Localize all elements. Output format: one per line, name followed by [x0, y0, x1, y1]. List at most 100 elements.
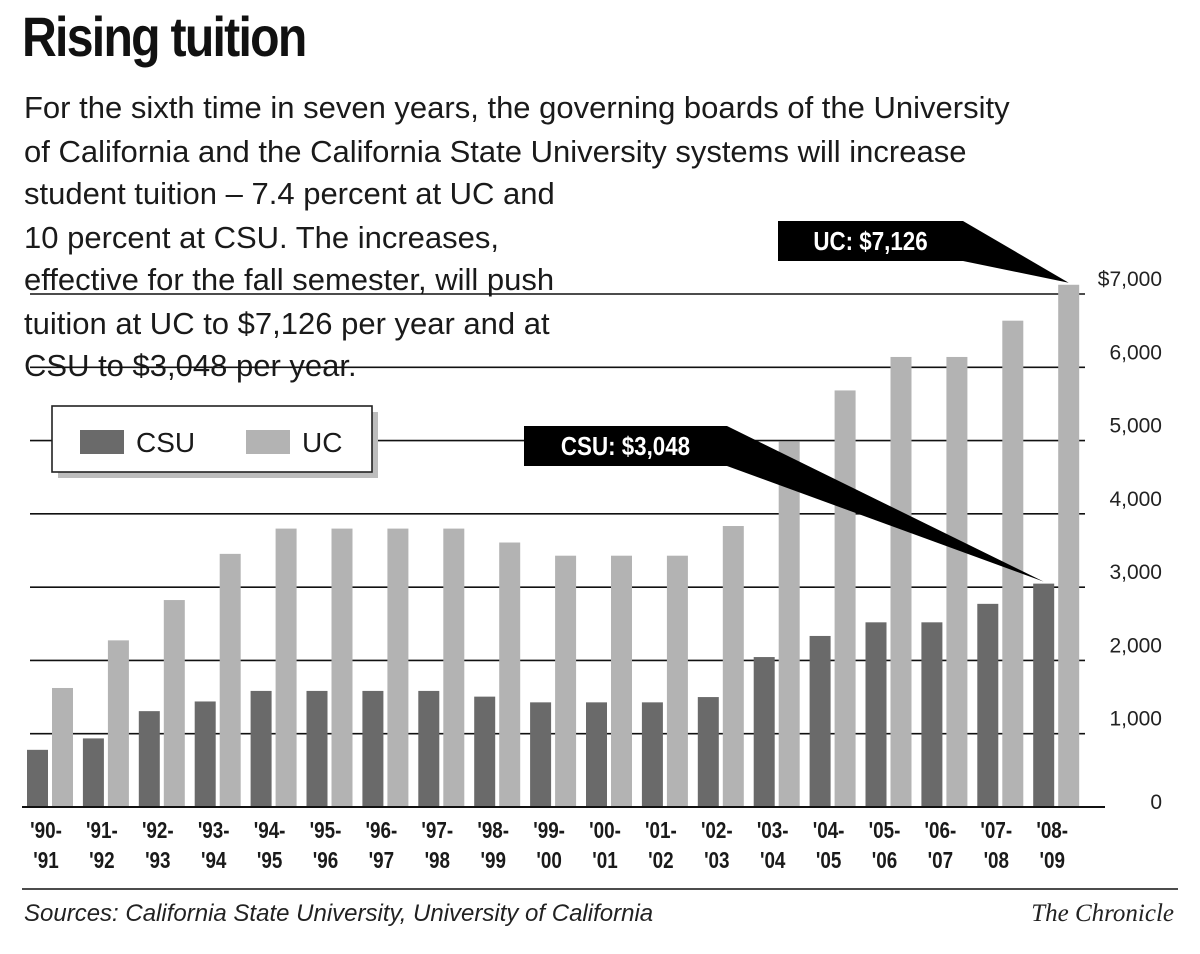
bar-csu — [977, 603, 999, 807]
bar-csu — [27, 749, 48, 807]
x-tick-label: '92 — [89, 848, 114, 873]
x-tick-label: '91 — [33, 848, 59, 873]
callout-leader — [727, 426, 1044, 582]
intro-line: effective for the fall semester, will pu… — [24, 262, 555, 297]
x-tick-label: '02- — [701, 818, 733, 843]
x-tick-label: '99- — [533, 818, 565, 843]
bar-csu — [194, 701, 216, 807]
x-tick-label: '96 — [313, 848, 338, 873]
bar-uc — [611, 555, 632, 807]
callout-box — [524, 426, 727, 466]
x-tick-label: '98 — [425, 848, 451, 873]
callout-box — [778, 221, 963, 261]
bar-csu — [1033, 583, 1055, 807]
x-tick-label: '07- — [980, 818, 1012, 843]
x-tick-label: '04 — [760, 848, 786, 873]
chart-title: Rising tuition — [22, 5, 307, 68]
x-tick-label: '94- — [254, 818, 286, 843]
x-tick-label: '03 — [704, 848, 729, 873]
bar-csu — [138, 711, 160, 807]
x-tick-label: '03- — [757, 818, 789, 843]
bar-csu — [474, 696, 496, 807]
bar-csu — [697, 697, 719, 807]
y-tick-label: 1,000 — [1109, 708, 1162, 731]
bar-uc — [163, 600, 185, 807]
x-tick-label: '96- — [366, 818, 398, 843]
callout-label: UC: $7,126 — [813, 227, 927, 256]
bar-csu — [586, 702, 607, 807]
x-tick-label: '92- — [142, 818, 174, 843]
bar-csu — [641, 702, 663, 807]
publisher-credit: The Chronicle — [1031, 900, 1174, 927]
bar-uc — [275, 528, 297, 807]
bar-uc — [1058, 284, 1080, 807]
bar-uc — [666, 555, 688, 807]
bar-uc — [219, 553, 241, 807]
bar-csu — [921, 622, 943, 807]
x-tick-label: '00 — [536, 848, 561, 873]
x-tick-label: '97- — [421, 818, 453, 843]
x-tick-label: '06 — [872, 848, 897, 873]
x-tick-label: '98- — [477, 818, 509, 843]
x-tick-label: '06- — [925, 818, 957, 843]
x-tick-label: '93- — [198, 818, 230, 843]
bar-csu — [809, 635, 831, 807]
bar-csu — [362, 690, 384, 807]
x-tick-label: '99 — [480, 848, 505, 873]
sources-note: Sources: California State University, Un… — [24, 900, 654, 927]
y-tick-label: 6,000 — [1109, 341, 1162, 364]
bar-uc — [778, 441, 800, 807]
legend-swatch-uc — [246, 430, 290, 454]
legend-label-uc: UC — [302, 427, 342, 458]
bar-uc — [387, 528, 409, 807]
x-tick-label: '05 — [816, 848, 842, 873]
bar-uc — [890, 356, 912, 807]
intro-line: 10 percent at CSU. The increases, — [24, 220, 500, 255]
bar-uc — [722, 526, 744, 807]
intro-line: of California and the California State U… — [24, 134, 967, 169]
x-tick-label: '93 — [145, 848, 170, 873]
bar-uc — [499, 542, 521, 807]
y-tick-label: 0 — [1150, 791, 1162, 814]
bar-csu — [306, 690, 328, 807]
bar-csu — [250, 690, 272, 807]
x-tick-label: '08- — [1036, 818, 1068, 843]
x-tick-label: '01- — [645, 818, 677, 843]
legend-swatch-csu — [80, 430, 124, 454]
bar-uc — [331, 528, 353, 807]
y-tick-label: $7,000 — [1098, 268, 1162, 291]
intro-line: student tuition – 7.4 percent at UC and — [24, 176, 555, 211]
x-tick-label: '08 — [984, 848, 1010, 873]
x-tick-label: '02 — [648, 848, 673, 873]
bar-uc — [52, 687, 73, 807]
bar-uc — [946, 356, 968, 807]
y-tick-label: 4,000 — [1109, 488, 1162, 511]
y-tick-label: 3,000 — [1109, 561, 1162, 584]
bar-uc — [1002, 320, 1024, 807]
x-tick-label: '09 — [1039, 848, 1064, 873]
bar-csu — [82, 738, 104, 807]
intro-line: For the sixth time in seven years, the g… — [24, 90, 1010, 125]
y-tick-label: 2,000 — [1109, 634, 1162, 657]
bar-uc — [107, 640, 129, 807]
x-tick-label: '00- — [589, 818, 621, 843]
bar-csu — [530, 702, 552, 807]
x-tick-label: '97 — [369, 848, 394, 873]
bar-csu — [753, 657, 775, 807]
callout-label: CSU: $3,048 — [561, 432, 690, 461]
callout-leader — [963, 221, 1069, 283]
x-tick-label: '04- — [813, 818, 845, 843]
x-tick-label: '95 — [257, 848, 283, 873]
x-tick-label: '05- — [869, 818, 901, 843]
x-tick-label: '01 — [592, 848, 618, 873]
bar-uc — [555, 555, 577, 807]
x-tick-label: '90- — [30, 818, 62, 843]
x-tick-label: '94 — [201, 848, 227, 873]
bar-uc — [443, 528, 465, 807]
x-tick-label: '07 — [928, 848, 953, 873]
intro-line: tuition at UC to $7,126 per year and at — [24, 306, 550, 341]
x-tick-label: '95- — [310, 818, 342, 843]
x-tick-label: '91- — [86, 818, 118, 843]
intro-line: CSU to $3,048 per year. — [24, 348, 357, 383]
